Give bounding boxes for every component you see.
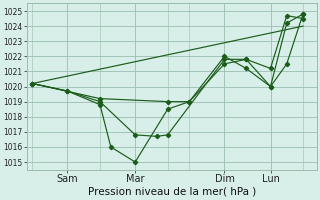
X-axis label: Pression niveau de la mer( hPa ): Pression niveau de la mer( hPa ) [88, 187, 256, 197]
